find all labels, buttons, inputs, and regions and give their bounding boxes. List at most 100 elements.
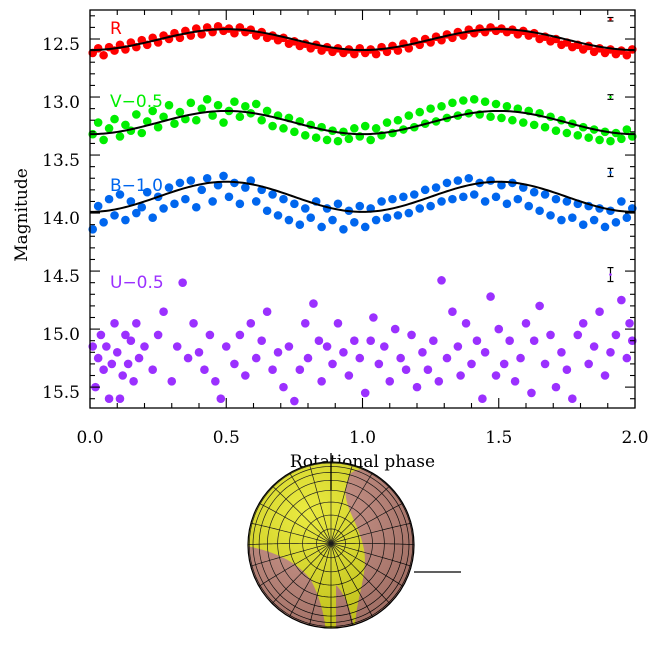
data-point — [191, 202, 201, 212]
data-point — [194, 348, 204, 357]
data-point — [369, 313, 378, 322]
data-point — [494, 324, 504, 334]
data-point — [153, 330, 163, 340]
data-point — [622, 125, 632, 134]
data-point — [262, 206, 272, 216]
data-point — [339, 348, 348, 357]
data-point — [396, 353, 405, 363]
data-point — [178, 278, 187, 287]
series-label-b: B−1.0 — [110, 176, 163, 196]
data-point — [366, 336, 375, 345]
data-point — [216, 394, 226, 404]
data-point — [527, 388, 536, 398]
data-point — [104, 394, 114, 404]
data-point — [562, 365, 572, 375]
data-point — [622, 353, 632, 363]
data-point — [322, 135, 332, 145]
data-point — [121, 330, 130, 340]
data-point — [197, 30, 207, 39]
data-point — [344, 134, 354, 144]
data-point — [360, 388, 370, 398]
data-point — [469, 95, 479, 104]
data-point — [442, 178, 452, 188]
data-point — [491, 192, 501, 202]
data-point — [93, 118, 103, 127]
data-point — [290, 199, 299, 209]
data-point — [377, 197, 386, 206]
data-point — [420, 185, 430, 195]
data-point — [448, 307, 457, 316]
data-point — [453, 342, 463, 351]
data-point — [290, 396, 299, 406]
data-point — [393, 115, 403, 125]
data-point — [110, 114, 119, 124]
data-point — [333, 199, 343, 209]
data-point — [617, 295, 626, 305]
error-bars — [607, 16, 614, 283]
data-point — [132, 318, 141, 328]
data-point — [453, 176, 463, 185]
series-0 — [88, 21, 637, 60]
data-point — [407, 330, 416, 340]
data-point — [257, 336, 266, 345]
data-point — [529, 120, 539, 130]
data-point — [617, 197, 626, 206]
data-point — [464, 173, 474, 183]
data-point — [518, 118, 528, 127]
data-point — [189, 318, 198, 328]
data-point — [589, 215, 599, 225]
data-point — [132, 208, 141, 218]
data-point — [172, 342, 182, 351]
data-point — [437, 276, 446, 285]
model-curve — [89, 109, 636, 136]
data-point — [491, 371, 501, 380]
y-tick-label: 15.5 — [42, 383, 80, 403]
data-point — [300, 204, 310, 213]
data-point — [159, 204, 168, 213]
data-point — [317, 377, 326, 386]
data-point — [371, 124, 381, 133]
data-point — [600, 371, 610, 380]
data-point — [551, 194, 561, 204]
data-point — [390, 324, 400, 334]
data-point — [200, 365, 209, 375]
data-point — [142, 187, 152, 197]
data-point — [448, 194, 457, 204]
data-point — [584, 359, 593, 369]
data-point — [404, 43, 414, 53]
data-point — [99, 365, 108, 375]
data-point — [497, 113, 506, 123]
data-point — [508, 115, 517, 125]
data-point — [306, 213, 316, 223]
data-point — [595, 307, 604, 316]
data-point — [344, 371, 354, 380]
data-point — [595, 135, 604, 145]
data-point — [617, 134, 626, 144]
data-point — [535, 206, 544, 216]
data-point — [540, 122, 550, 132]
data-point — [211, 377, 220, 386]
data-point — [480, 197, 490, 206]
data-point — [295, 365, 305, 375]
data-point — [262, 307, 272, 316]
data-point — [459, 96, 468, 105]
data-point — [415, 107, 425, 117]
data-point — [434, 377, 444, 386]
data-point — [461, 318, 471, 328]
data-point — [540, 190, 550, 199]
data-point — [412, 382, 422, 392]
data-point — [197, 185, 207, 195]
data-point — [311, 133, 321, 142]
data-point — [480, 348, 490, 357]
data-point — [112, 348, 122, 357]
data-point — [459, 192, 468, 202]
data-point — [93, 353, 103, 363]
data-point — [181, 194, 190, 204]
data-point — [219, 118, 228, 127]
data-point — [273, 211, 283, 220]
model-curves — [89, 28, 636, 213]
data-point — [137, 202, 147, 212]
data-point — [366, 135, 375, 145]
data-point — [562, 128, 572, 138]
